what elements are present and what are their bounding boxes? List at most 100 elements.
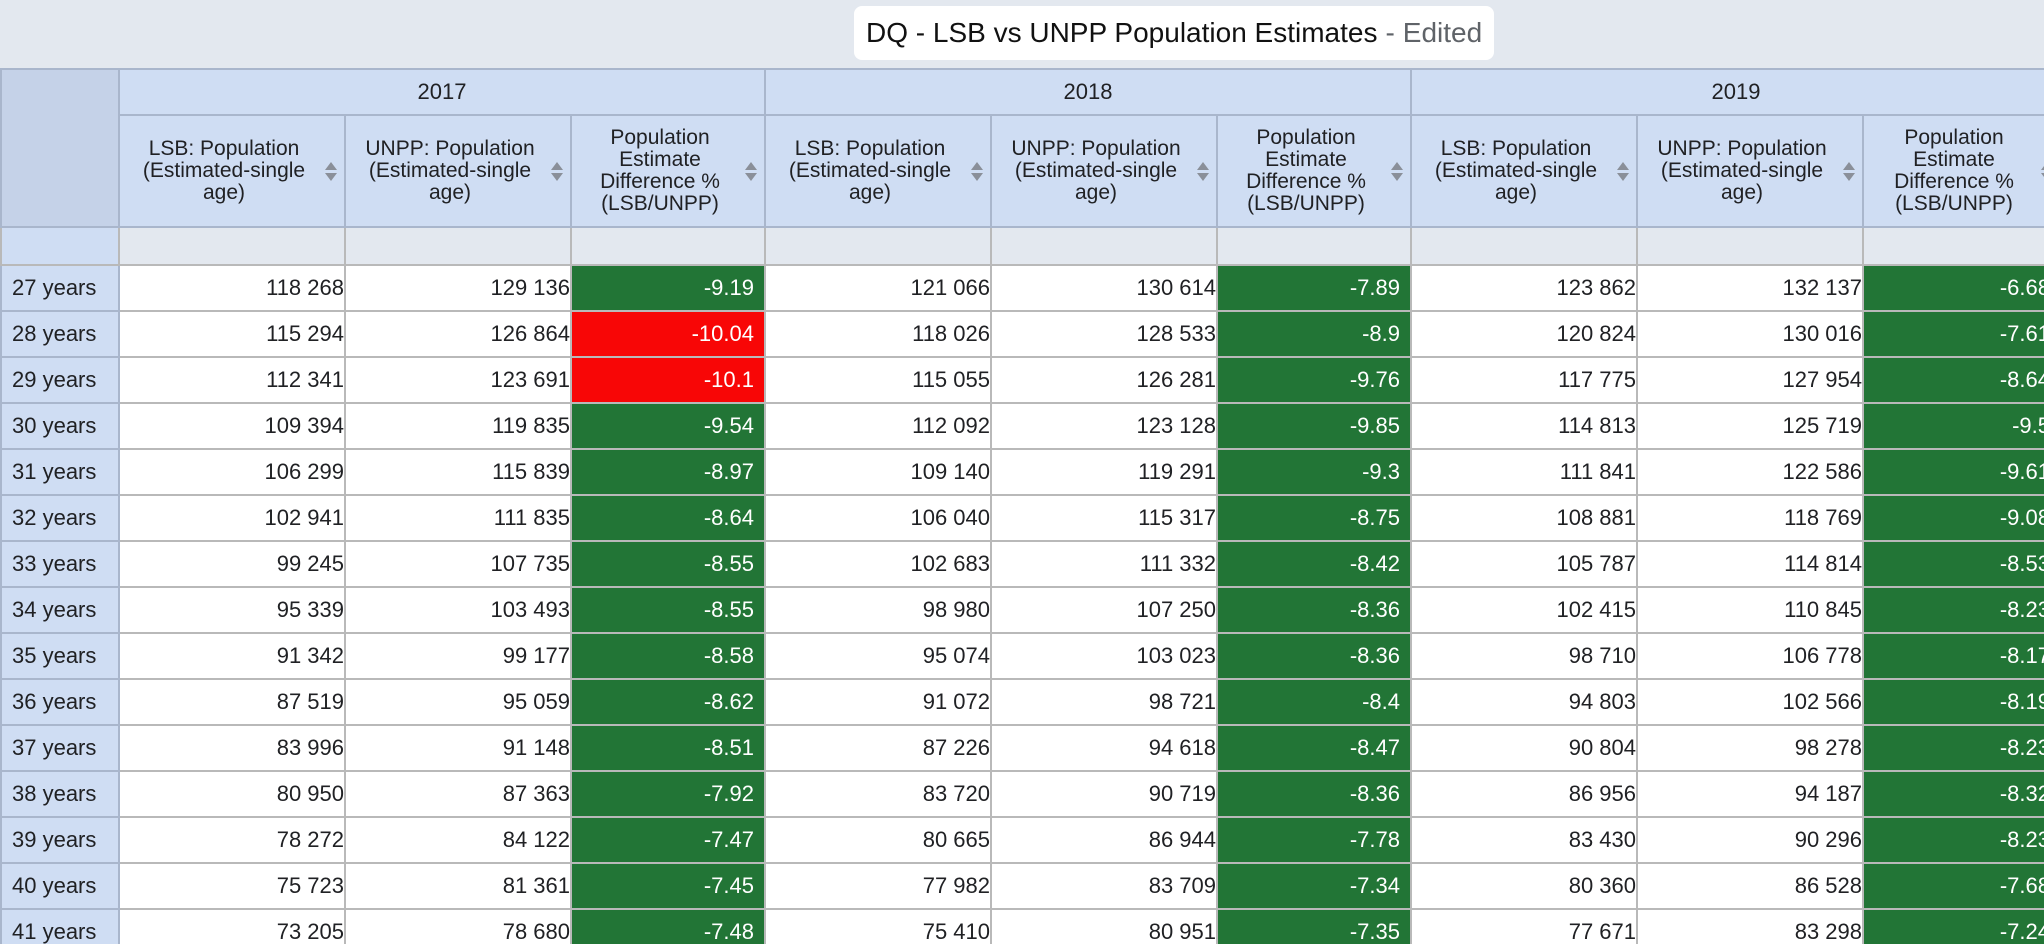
unpp-population-cell[interactable]: 86 944: [990, 816, 1218, 864]
difference-cell[interactable]: -9.85: [1216, 402, 1412, 450]
difference-cell[interactable]: -8.23: [1862, 816, 2044, 864]
row-label[interactable]: 35 years: [0, 632, 120, 680]
pivot-grid[interactable]: 2017 2018 2019 LSB: Population (Estimated-s…: [0, 68, 2044, 944]
row-label[interactable]: 38 years: [0, 770, 120, 818]
difference-cell[interactable]: -8.36: [1216, 632, 1412, 680]
unpp-population-cell[interactable]: 129 136: [344, 264, 572, 312]
difference-cell[interactable]: -8.42: [1216, 540, 1412, 588]
row-label[interactable]: 40 years: [0, 862, 120, 910]
unpp-population-cell[interactable]: 122 586: [1636, 448, 1864, 496]
difference-cell[interactable]: -8.62: [570, 678, 766, 726]
unpp-population-cell[interactable]: 125 719: [1636, 402, 1864, 450]
lsb-population-cell[interactable]: 75 723: [118, 862, 346, 910]
filter-cell[interactable]: [118, 226, 346, 266]
lsb-population-cell[interactable]: 121 066: [764, 264, 992, 312]
unpp-population-cell[interactable]: 123 128: [990, 402, 1218, 450]
difference-cell[interactable]: -9.76: [1216, 356, 1412, 404]
difference-cell[interactable]: -9.3: [1216, 448, 1412, 496]
unpp-population-cell[interactable]: 111 332: [990, 540, 1218, 588]
lsb-population-cell[interactable]: 83 430: [1410, 816, 1638, 864]
difference-cell[interactable]: -9.19: [570, 264, 766, 312]
filter-cell[interactable]: [764, 226, 992, 266]
lsb-population-cell[interactable]: 91 342: [118, 632, 346, 680]
lsb-population-cell[interactable]: 112 341: [118, 356, 346, 404]
difference-cell[interactable]: -8.51: [570, 724, 766, 772]
difference-cell[interactable]: -7.24: [1862, 908, 2044, 944]
unpp-population-cell[interactable]: 119 835: [344, 402, 572, 450]
unpp-population-cell[interactable]: 94 618: [990, 724, 1218, 772]
lsb-population-cell[interactable]: 112 092: [764, 402, 992, 450]
filter-cell[interactable]: [1216, 226, 1412, 266]
lsb-population-cell[interactable]: 77 982: [764, 862, 992, 910]
unpp-population-cell[interactable]: 111 835: [344, 494, 572, 542]
unpp-population-cell[interactable]: 86 528: [1636, 862, 1864, 910]
difference-cell[interactable]: -7.61: [1862, 310, 2044, 358]
difference-cell[interactable]: -8.53: [1862, 540, 2044, 588]
unpp-population-cell[interactable]: 130 614: [990, 264, 1218, 312]
difference-cell[interactable]: -7.78: [1216, 816, 1412, 864]
sheet-title[interactable]: DQ - LSB vs UNPP Population Estimates - …: [854, 6, 1495, 60]
unpp-population-cell[interactable]: 130 016: [1636, 310, 1864, 358]
difference-cell[interactable]: -7.35: [1216, 908, 1412, 944]
row-label[interactable]: 41 years: [0, 908, 120, 944]
row-label[interactable]: 33 years: [0, 540, 120, 588]
lsb-population-cell[interactable]: 115 294: [118, 310, 346, 358]
unpp-population-cell[interactable]: 83 298: [1636, 908, 1864, 944]
difference-cell[interactable]: -7.45: [570, 862, 766, 910]
lsb-population-cell[interactable]: 102 683: [764, 540, 992, 588]
lsb-population-cell[interactable]: 115 055: [764, 356, 992, 404]
filter-cell[interactable]: [570, 226, 766, 266]
difference-cell[interactable]: -7.68: [1862, 862, 2044, 910]
column-header-unpp-population-2018[interactable]: UNPP: Population (Estimated-single age): [990, 114, 1218, 228]
lsb-population-cell[interactable]: 123 862: [1410, 264, 1638, 312]
unpp-population-cell[interactable]: 102 566: [1636, 678, 1864, 726]
row-label[interactable]: 36 years: [0, 678, 120, 726]
difference-cell[interactable]: -8.64: [570, 494, 766, 542]
lsb-population-cell[interactable]: 90 804: [1410, 724, 1638, 772]
difference-cell[interactable]: -10.04: [570, 310, 766, 358]
lsb-population-cell[interactable]: 106 040: [764, 494, 992, 542]
filter-cell[interactable]: [344, 226, 572, 266]
lsb-population-cell[interactable]: 109 140: [764, 448, 992, 496]
difference-cell[interactable]: -7.47: [570, 816, 766, 864]
difference-cell[interactable]: -8.36: [1216, 586, 1412, 634]
lsb-population-cell[interactable]: 94 803: [1410, 678, 1638, 726]
difference-cell[interactable]: -6.68: [1862, 264, 2044, 312]
difference-cell[interactable]: -8.55: [570, 540, 766, 588]
difference-cell[interactable]: -8.4: [1216, 678, 1412, 726]
row-label[interactable]: 32 years: [0, 494, 120, 542]
difference-cell[interactable]: -9.5: [1862, 402, 2044, 450]
difference-cell[interactable]: -9.54: [570, 402, 766, 450]
column-header-unpp-population-2019[interactable]: UNPP: Population (Estimated-single age): [1636, 114, 1864, 228]
unpp-population-cell[interactable]: 106 778: [1636, 632, 1864, 680]
difference-cell[interactable]: -8.55: [570, 586, 766, 634]
lsb-population-cell[interactable]: 117 775: [1410, 356, 1638, 404]
year-header-2018[interactable]: 2018: [764, 68, 1412, 116]
unpp-population-cell[interactable]: 95 059: [344, 678, 572, 726]
unpp-population-cell[interactable]: 107 250: [990, 586, 1218, 634]
unpp-population-cell[interactable]: 103 493: [344, 586, 572, 634]
unpp-population-cell[interactable]: 98 721: [990, 678, 1218, 726]
sort-icon[interactable]: [1616, 158, 1630, 184]
lsb-population-cell[interactable]: 118 268: [118, 264, 346, 312]
unpp-population-cell[interactable]: 114 814: [1636, 540, 1864, 588]
unpp-population-cell[interactable]: 118 769: [1636, 494, 1864, 542]
difference-cell[interactable]: -8.17: [1862, 632, 2044, 680]
sort-icon[interactable]: [2040, 158, 2044, 184]
lsb-population-cell[interactable]: 95 074: [764, 632, 992, 680]
unpp-population-cell[interactable]: 80 951: [990, 908, 1218, 944]
sort-icon[interactable]: [1390, 158, 1404, 184]
row-label[interactable]: 31 years: [0, 448, 120, 496]
year-header-2017[interactable]: 2017: [118, 68, 766, 116]
unpp-population-cell[interactable]: 132 137: [1636, 264, 1864, 312]
lsb-population-cell[interactable]: 108 881: [1410, 494, 1638, 542]
lsb-population-cell[interactable]: 73 205: [118, 908, 346, 944]
sort-icon[interactable]: [744, 158, 758, 184]
lsb-population-cell[interactable]: 105 787: [1410, 540, 1638, 588]
lsb-population-cell[interactable]: 75 410: [764, 908, 992, 944]
lsb-population-cell[interactable]: 114 813: [1410, 402, 1638, 450]
lsb-population-cell[interactable]: 109 394: [118, 402, 346, 450]
column-header-lsb-population-2017[interactable]: LSB: Population (Estimated-single age): [118, 114, 346, 228]
row-label[interactable]: 37 years: [0, 724, 120, 772]
lsb-population-cell[interactable]: 98 710: [1410, 632, 1638, 680]
